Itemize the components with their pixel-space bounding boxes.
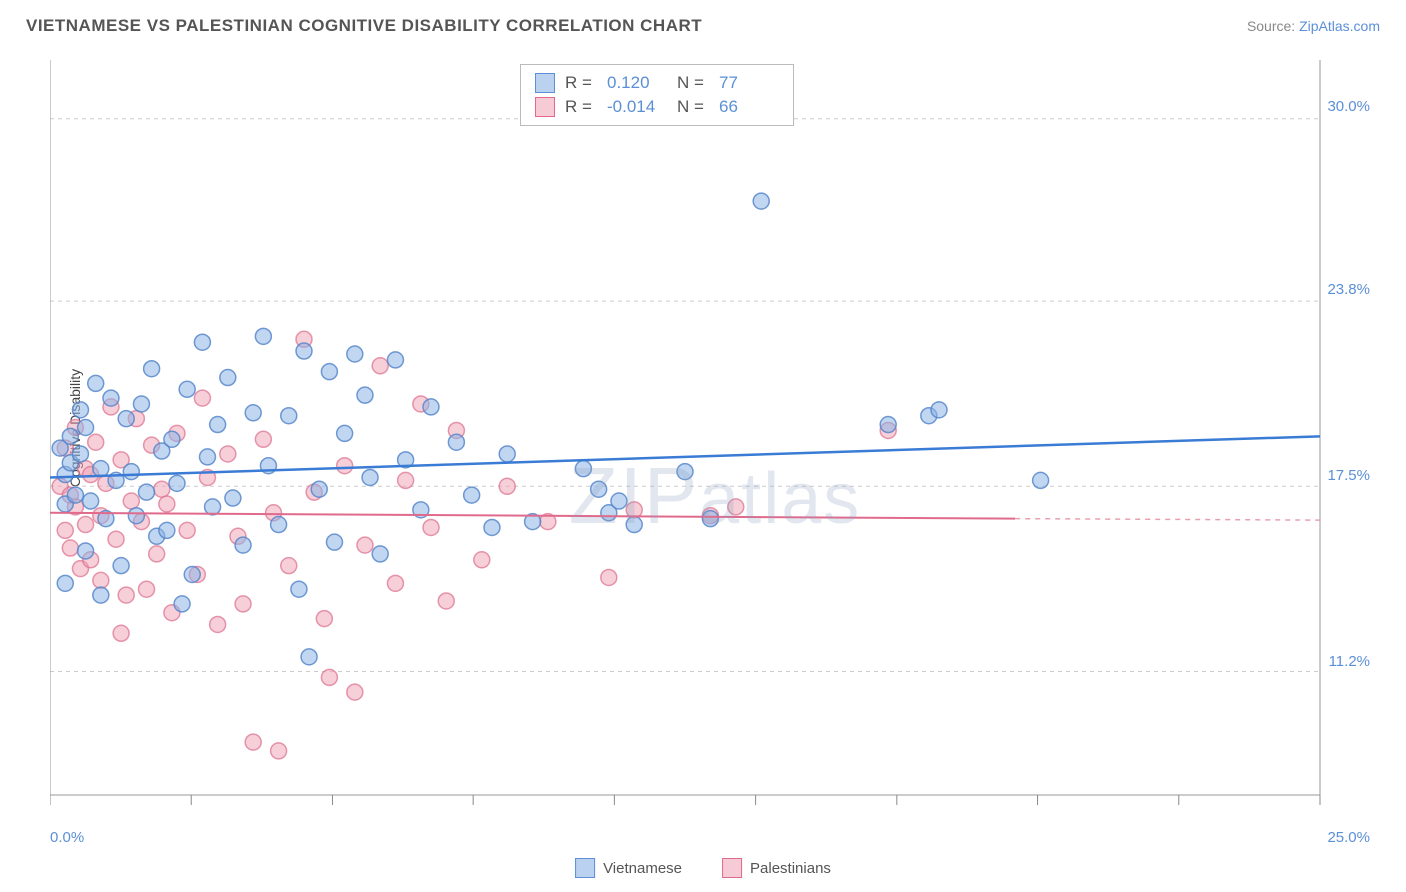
y-tick-label: 17.5% [1327,467,1370,484]
chart-area: ZIPatlas R = 0.120 N = 77 R = -0.014 N =… [50,60,1380,820]
stats-row-palestinians: R = -0.014 N = 66 [535,95,779,119]
source-link[interactable]: ZipAtlas.com [1299,18,1380,34]
y-tick-label: 30.0% [1327,98,1370,115]
scatter-plot [50,60,1380,820]
swatch-blue-icon [535,73,555,93]
x-tick-label: 0.0% [50,829,84,846]
stats-legend: R = 0.120 N = 77 R = -0.014 N = 66 [520,64,794,126]
chart-header: VIETNAMESE VS PALESTINIAN COGNITIVE DISA… [0,0,1406,44]
legend-item-palestinians: Palestinians [722,858,831,878]
swatch-pink-icon [535,97,555,117]
x-tick-label: 25.0% [1327,829,1370,846]
source-attribution: Source: ZipAtlas.com [1247,18,1380,34]
chart-title: VIETNAMESE VS PALESTINIAN COGNITIVE DISA… [26,16,702,36]
y-tick-label: 23.8% [1327,281,1370,298]
stats-row-vietnamese: R = 0.120 N = 77 [535,71,779,95]
legend-item-vietnamese: Vietnamese [575,858,682,878]
swatch-blue-icon [575,858,595,878]
bottom-legend: Vietnamese Palestinians [575,858,831,878]
swatch-pink-icon [722,858,742,878]
y-tick-label: 11.2% [1329,653,1370,670]
